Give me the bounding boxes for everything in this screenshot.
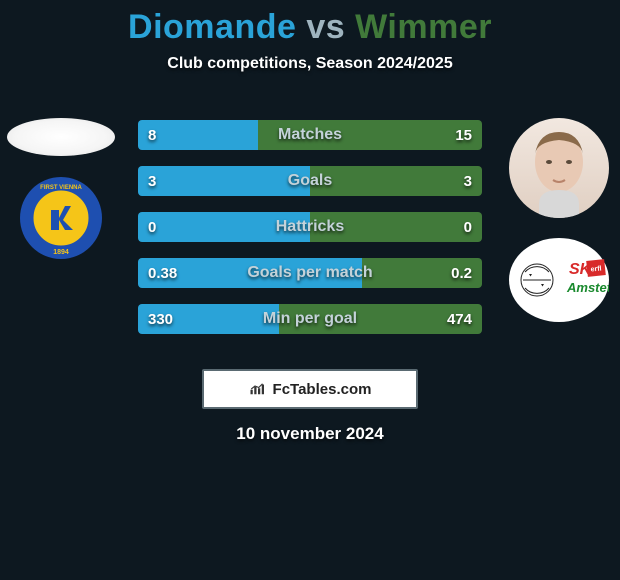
stat-row: Goals33 <box>138 166 482 196</box>
stat-row: Goals per match0.380.2 <box>138 258 482 288</box>
stat-row: Hattricks00 <box>138 212 482 242</box>
stat-value-left: 0 <box>148 219 156 236</box>
player2-avatar <box>509 118 609 218</box>
player1-club-badge: FIRST VIENNA 1894 <box>11 176 111 260</box>
stat-bars: Matches815Goals33Hattricks00Goals per ma… <box>138 120 482 350</box>
vs-text: vs <box>306 8 345 46</box>
stat-bar-right <box>310 166 482 196</box>
chart-icon <box>249 382 267 396</box>
svg-text:erfl: erfl <box>590 265 602 273</box>
player2-face-icon <box>509 118 609 218</box>
stat-value-right: 0.2 <box>451 265 472 282</box>
vienna-badge-icon: FIRST VIENNA 1894 <box>19 176 103 260</box>
player2-club-badge: SKU erfl Amstetten <box>509 238 609 322</box>
stat-value-right: 474 <box>447 311 472 328</box>
stat-value-left: 0.38 <box>148 265 177 282</box>
stat-bar-right <box>310 212 482 242</box>
svg-text:1894: 1894 <box>53 249 69 256</box>
stat-value-left: 8 <box>148 127 156 144</box>
stat-value-left: 3 <box>148 173 156 190</box>
svg-text:FIRST VIENNA: FIRST VIENNA <box>40 185 82 191</box>
brand-box: FcTables.com <box>202 369 418 409</box>
player2-name: Wimmer <box>355 8 492 46</box>
stat-bar-right <box>258 120 482 150</box>
comparison-title: Diomande vs Wimmer <box>0 0 620 47</box>
stat-row: Matches815 <box>138 120 482 150</box>
brand-text: FcTables.com <box>273 381 372 398</box>
stat-bar-left <box>138 212 310 242</box>
stat-row: Min per goal330474 <box>138 304 482 334</box>
stat-value-right: 3 <box>464 173 472 190</box>
subtitle: Club competitions, Season 2024/2025 <box>0 55 620 73</box>
player1-avatar <box>7 118 115 156</box>
stat-value-left: 330 <box>148 311 173 328</box>
svg-text:Amstetten: Amstetten <box>566 280 609 295</box>
amstetten-badge-icon: SKU erfl Amstetten <box>509 238 609 322</box>
right-column: SKU erfl Amstetten <box>504 118 614 322</box>
date-text: 10 november 2024 <box>0 424 620 444</box>
stat-value-right: 15 <box>455 127 472 144</box>
left-column: FIRST VIENNA 1894 <box>6 118 116 260</box>
stat-value-right: 0 <box>464 219 472 236</box>
stat-bar-left <box>138 166 310 196</box>
player1-name: Diomande <box>128 8 296 46</box>
